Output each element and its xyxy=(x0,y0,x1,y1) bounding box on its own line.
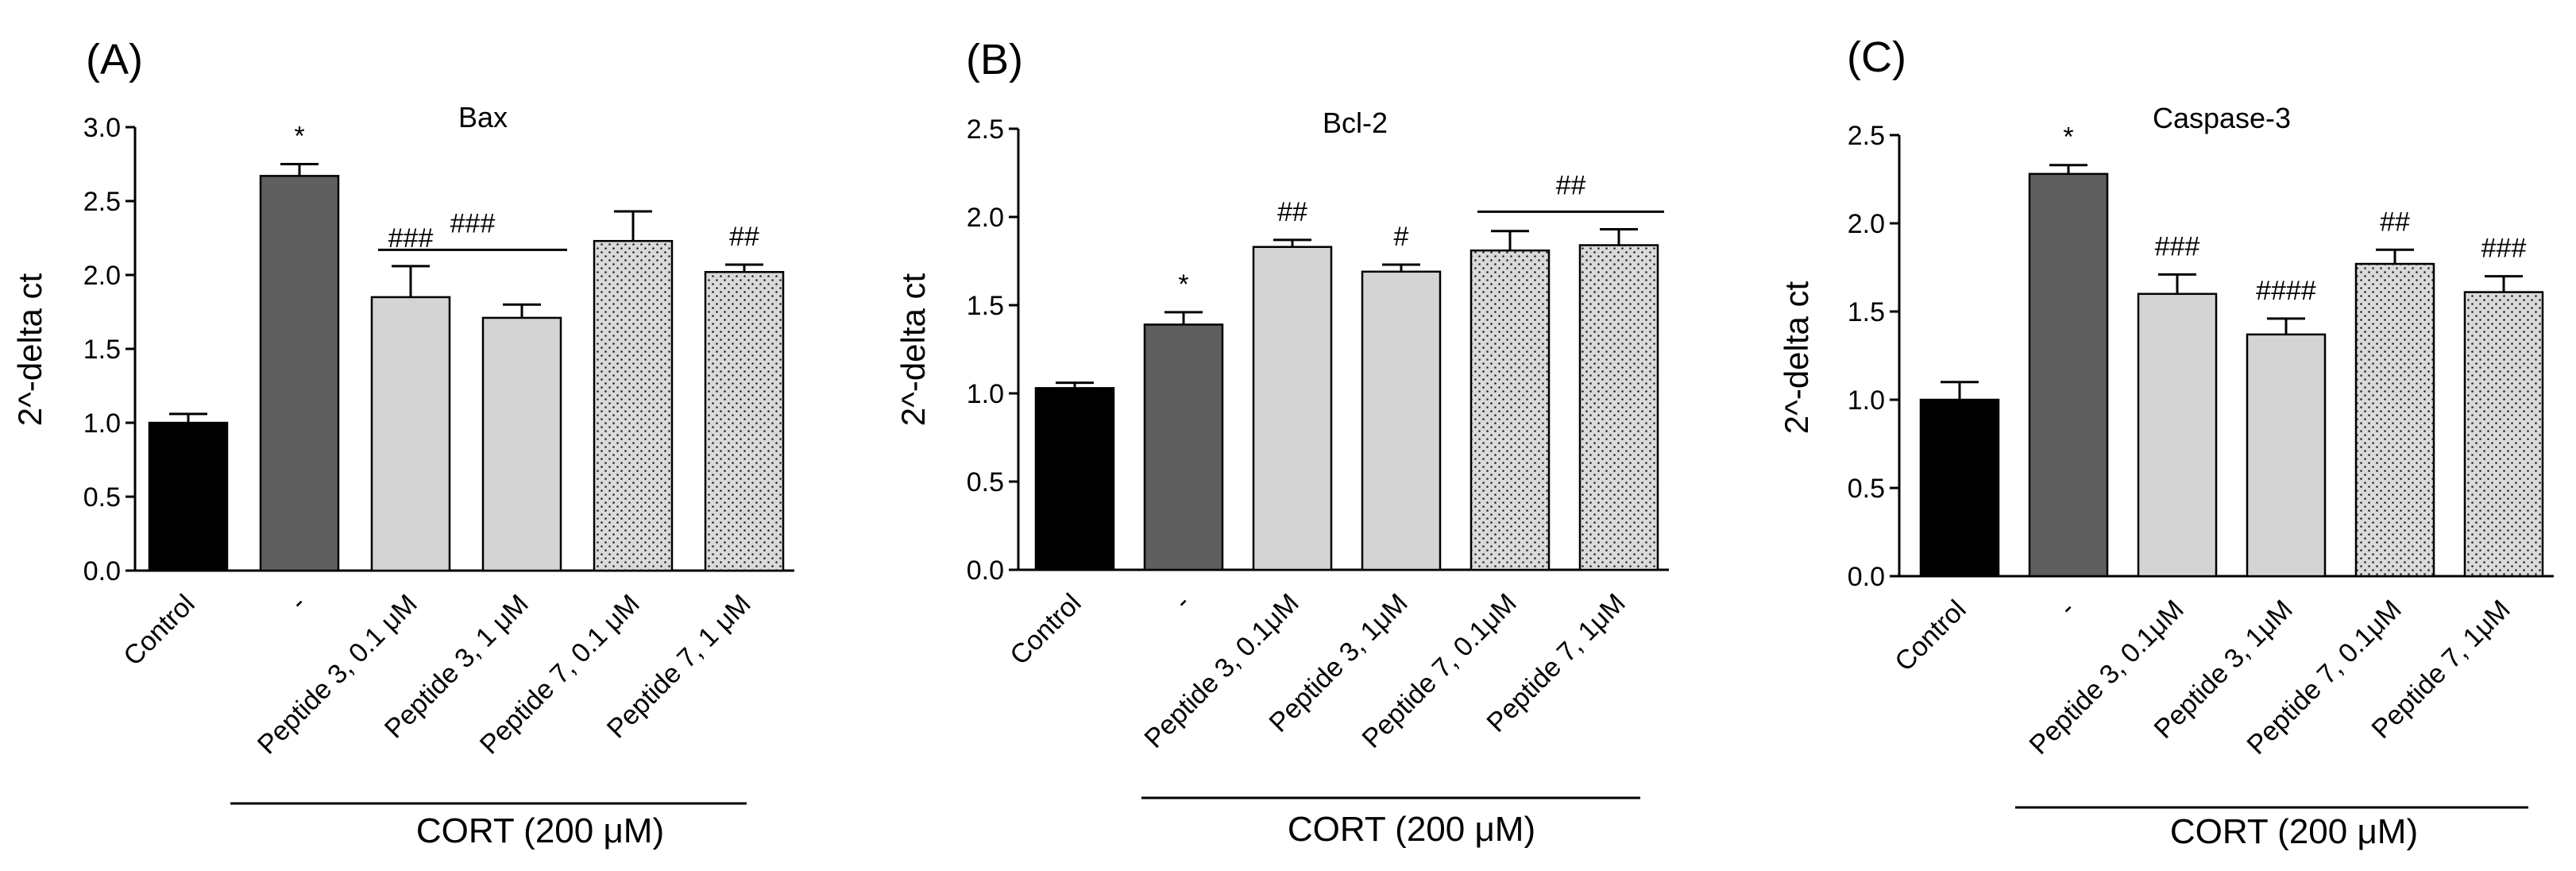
y-tick-label: 0.0 xyxy=(83,556,121,586)
y-tick-label: 2.0 xyxy=(83,261,121,291)
group-label: CORT (200 μM) xyxy=(416,811,664,850)
y-tick-label: 0.0 xyxy=(1848,562,1885,592)
category-label: Control xyxy=(1889,594,1972,677)
y-tick-label: 0.5 xyxy=(1848,474,1885,504)
bracket-label: ## xyxy=(1556,170,1586,200)
bar xyxy=(370,296,451,572)
bar xyxy=(2354,262,2435,578)
y-tick-label: 3.0 xyxy=(83,113,121,143)
category-label: Control xyxy=(1004,588,1087,671)
y-tick-label: 0.5 xyxy=(83,482,121,513)
chart-title: Caspase-3 xyxy=(2153,102,2291,134)
bar xyxy=(259,175,340,572)
bar xyxy=(704,271,785,572)
bar xyxy=(1470,249,1551,571)
bar xyxy=(1578,244,1659,571)
bar xyxy=(2137,292,2218,578)
y-tick-label: 0.5 xyxy=(967,467,1004,497)
bar xyxy=(1143,323,1224,571)
significance-label: ## xyxy=(729,222,759,252)
significance-label: * xyxy=(2063,122,2073,153)
bar xyxy=(1919,398,2000,578)
group-label: CORT (200 μM) xyxy=(1288,810,1535,849)
bar xyxy=(148,421,229,572)
panel-letter: (A) xyxy=(86,36,143,83)
chart-panel-3: (C) Caspase-3 2^-delta ct 0.0 0.5 1.0 1.5 2.0 2.… xyxy=(1778,33,2554,851)
y-tick-label: 2.0 xyxy=(967,203,1004,233)
category-label: - xyxy=(2053,594,2081,622)
y-tick-label: 1.0 xyxy=(1848,385,1885,416)
significance-label: ## xyxy=(2380,207,2410,237)
y-tick-label: 1.0 xyxy=(967,379,1004,409)
y-tick-label: 2.0 xyxy=(1848,209,1885,239)
significance-label: # xyxy=(1394,222,1409,252)
y-tick-label: 2.5 xyxy=(1848,121,1885,151)
y-tick-label: 0.0 xyxy=(967,556,1004,586)
category-label: - xyxy=(1168,588,1196,616)
y-tick-label: 1.5 xyxy=(83,335,121,365)
chart-title: Bcl-2 xyxy=(1323,106,1388,139)
bar xyxy=(2246,333,2327,578)
bar xyxy=(2463,291,2544,578)
significance-label: ## xyxy=(1277,197,1307,227)
chart-title: Bax xyxy=(458,101,508,134)
bracket-label: ### xyxy=(450,208,496,238)
significance-label: ### xyxy=(2481,234,2527,264)
significance-label: ### xyxy=(388,223,434,254)
chart-panel-2: (B) Bcl-2 2^-delta ct 0.0 0.5 1.0 1.5 2.0 2.5 Con… xyxy=(894,36,1669,849)
y-tick-label: 1.0 xyxy=(83,408,121,439)
bar xyxy=(1034,387,1115,571)
bar xyxy=(1361,270,1442,571)
y-tick-label: 1.5 xyxy=(1848,297,1885,327)
bar xyxy=(2028,172,2109,578)
y-axis-label: 2^-delta ct xyxy=(894,273,932,426)
y-tick-label: 2.5 xyxy=(83,187,121,217)
panel-letter: (B) xyxy=(966,36,1023,83)
significance-label: ### xyxy=(2155,231,2200,261)
y-tick-label: 2.5 xyxy=(967,114,1004,145)
y-axis-label: 2^-delta ct xyxy=(11,273,48,426)
panel-letter: (C) xyxy=(1847,33,1906,81)
significance-label: * xyxy=(1178,269,1188,300)
bar xyxy=(481,316,562,572)
group-label: CORT (200 μM) xyxy=(2170,812,2418,851)
chart-panel-1: (A) Bax 2^-delta ct 0.0 0.5 1.0 1.5 2.0 2.5 3.0 Co… xyxy=(11,36,794,850)
y-tick-label: 1.5 xyxy=(967,291,1004,321)
bar xyxy=(1252,246,1333,571)
y-axis-label: 2^-delta ct xyxy=(1778,281,1815,434)
category-label: Control xyxy=(118,589,200,672)
significance-label: #### xyxy=(2256,276,2316,306)
category-label: - xyxy=(284,589,312,617)
bar xyxy=(593,239,674,572)
significance-label: * xyxy=(294,122,304,152)
